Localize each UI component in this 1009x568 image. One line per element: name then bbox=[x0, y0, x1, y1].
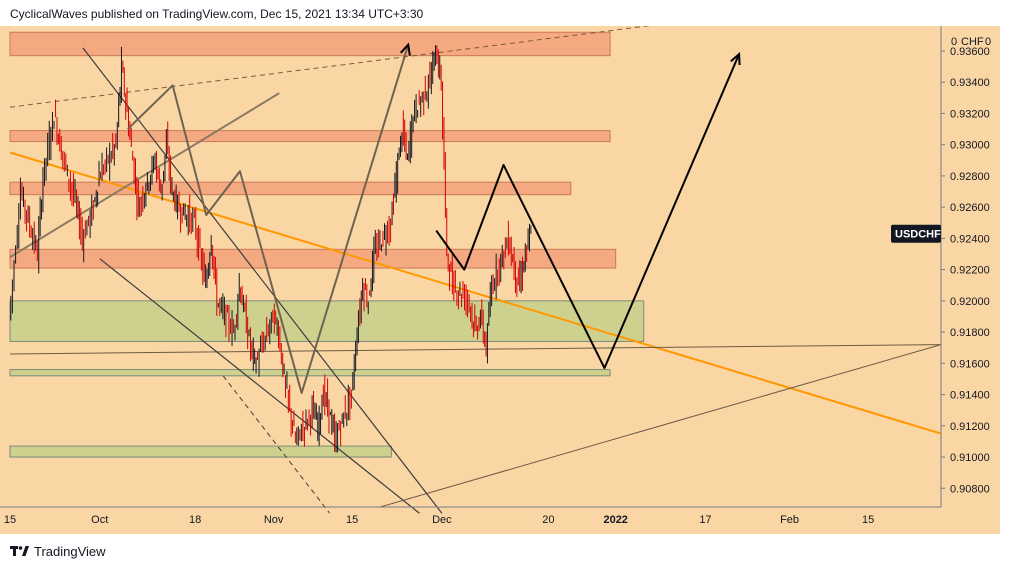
support-zone bbox=[9, 445, 392, 458]
trendline-thin-rising bbox=[9, 344, 942, 355]
tradingview-brand: TradingView bbox=[34, 543, 106, 559]
resistance-zone bbox=[9, 248, 617, 269]
trendline-gray bbox=[9, 92, 280, 258]
trendline-channel bbox=[99, 258, 420, 514]
resistance-zone bbox=[9, 181, 572, 196]
y-tick-label: 0.92200 bbox=[950, 265, 990, 277]
wave-projection-layer bbox=[127, 42, 741, 394]
chart-background bbox=[0, 26, 1000, 534]
chart-svg[interactable]: 0 CHF 0 0.93600 0.93400 0.93200 0.93000 0.92… bbox=[0, 26, 1000, 534]
x-tick-label: 15 bbox=[862, 514, 874, 526]
y-tick-label: 0.93600 bbox=[950, 46, 990, 58]
x-tick-label: 18 bbox=[189, 514, 201, 526]
x-tick-label: Nov bbox=[264, 514, 284, 526]
y-tick-label: 0.93000 bbox=[950, 140, 990, 152]
y-tick-label: 0.91600 bbox=[950, 358, 990, 370]
y-tick-label: 0.91800 bbox=[950, 327, 990, 339]
y-tick-label: 0.91200 bbox=[950, 421, 990, 433]
y-tick-label: 0.92800 bbox=[950, 171, 990, 183]
currency-suffix: 0 bbox=[985, 36, 991, 48]
x-tick-label: Feb bbox=[780, 514, 799, 526]
publisher-line: CyclicalWaves published on TradingView.c… bbox=[10, 7, 424, 21]
currency-label: CHF bbox=[961, 36, 984, 48]
support-zone bbox=[9, 369, 611, 377]
publish-header: CyclicalWaves published on TradingView.c… bbox=[10, 7, 423, 21]
tradingview-footer[interactable]: TradingView bbox=[10, 542, 106, 560]
x-tick-label: 20 bbox=[542, 514, 554, 526]
price-axis[interactable]: 0 CHF 0 0.93600 0.93400 0.93200 0.93000 0.92… bbox=[940, 26, 991, 507]
y-tick-label: 0.92600 bbox=[950, 202, 990, 214]
x-tick-label: 15 bbox=[4, 514, 16, 526]
x-tick-label: 17 bbox=[699, 514, 711, 526]
trendlines-layer bbox=[9, 26, 942, 514]
x-tick-label: 15 bbox=[346, 514, 358, 526]
time-axis[interactable]: 15 Oct 18 Nov 15 Dec 20 2022 17 Feb 15 bbox=[0, 506, 941, 526]
currency-prefix: 0 bbox=[951, 36, 957, 48]
gray-wave-path bbox=[127, 44, 410, 394]
x-tick-label: 2022 bbox=[603, 514, 627, 526]
y-tick-label: 0.93200 bbox=[950, 108, 990, 120]
chart-area[interactable]: 0 CHF 0 0.93600 0.93400 0.93200 0.93000 0.92… bbox=[0, 26, 1000, 534]
resistance-zone bbox=[9, 31, 611, 57]
trendline-gray-dashed bbox=[222, 375, 331, 514]
resistance-zone bbox=[9, 130, 611, 143]
x-tick-label: Dec bbox=[432, 514, 452, 526]
tradingview-logo-icon bbox=[10, 546, 29, 556]
candles-layer bbox=[10, 44, 532, 453]
support-zone bbox=[9, 300, 645, 342]
last-price-badge: USDCHF bbox=[891, 224, 941, 243]
y-tick-label: 0.91400 bbox=[950, 390, 990, 402]
y-tick-label: 0.92400 bbox=[950, 233, 990, 245]
trendline-dashed bbox=[9, 26, 651, 108]
y-tick-label: 0.90800 bbox=[950, 483, 990, 495]
y-ticks: 0.93600 0.93400 0.93200 0.93000 0.92800 0.926… bbox=[941, 46, 990, 495]
trendline-channel bbox=[82, 47, 443, 514]
last-price-symbol: USDCHF bbox=[895, 229, 941, 241]
gray-wave-arrowhead-icon bbox=[399, 42, 411, 56]
trendline-orange bbox=[9, 151, 942, 435]
last-price-badge-bg bbox=[891, 224, 941, 243]
wave-projection-path bbox=[435, 53, 741, 370]
trendline-thin-lower bbox=[380, 344, 942, 508]
x-tick-label: Oct bbox=[91, 514, 108, 526]
y-tick-label: 0.92000 bbox=[950, 296, 990, 308]
y-tick-label: 0.91000 bbox=[950, 452, 990, 464]
x-ticks: 15 Oct 18 Nov 15 Dec 20 2022 17 Feb 15 bbox=[4, 514, 874, 526]
y-tick-label: 0.93400 bbox=[950, 77, 990, 89]
wave-arrowhead-icon bbox=[730, 51, 741, 66]
